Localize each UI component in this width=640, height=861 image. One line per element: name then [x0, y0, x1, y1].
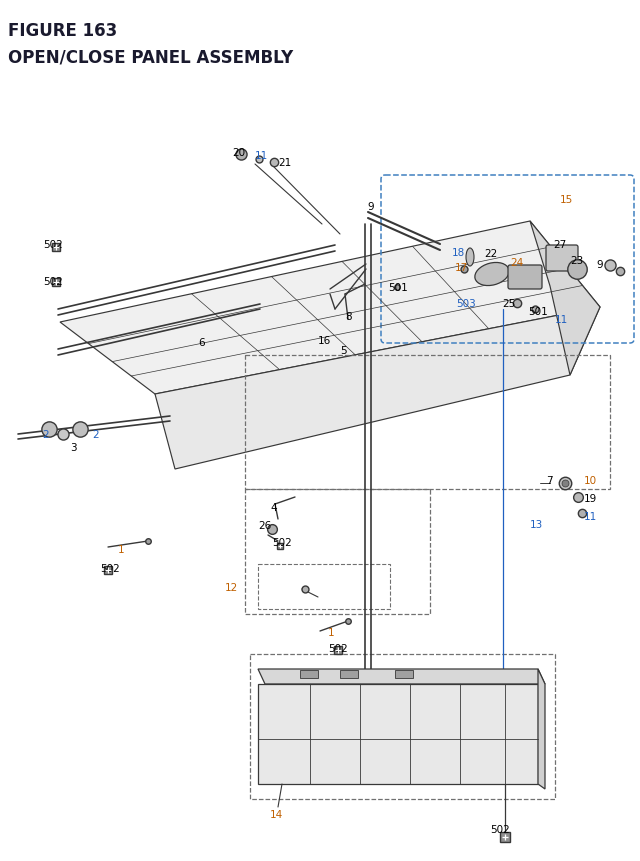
Bar — [395, 670, 413, 678]
FancyBboxPatch shape — [546, 245, 578, 272]
Text: 501: 501 — [528, 307, 548, 317]
Text: 502: 502 — [100, 563, 120, 573]
Text: 27: 27 — [553, 239, 566, 250]
Bar — [245, 356, 610, 489]
Text: 502: 502 — [328, 643, 348, 653]
Text: 20: 20 — [232, 148, 245, 158]
Text: 501: 501 — [388, 282, 408, 293]
Text: 1: 1 — [118, 544, 125, 554]
Text: 12: 12 — [225, 582, 238, 592]
Text: 503: 503 — [456, 299, 476, 308]
Text: 21: 21 — [278, 158, 291, 168]
Bar — [245, 489, 430, 614]
Bar — [300, 670, 318, 678]
Text: 11: 11 — [255, 151, 268, 161]
Text: 19: 19 — [584, 493, 597, 504]
Polygon shape — [60, 222, 600, 394]
Text: 26: 26 — [258, 520, 271, 530]
Text: 4: 4 — [270, 503, 276, 512]
Text: 502: 502 — [43, 239, 63, 250]
Text: 13: 13 — [530, 519, 543, 530]
Text: 8: 8 — [345, 312, 351, 322]
Text: 6: 6 — [198, 338, 205, 348]
FancyBboxPatch shape — [508, 266, 542, 289]
Text: 7: 7 — [546, 475, 552, 486]
Text: 502: 502 — [272, 537, 292, 548]
Text: 18: 18 — [452, 248, 465, 257]
Text: 25: 25 — [502, 299, 515, 308]
Text: 2: 2 — [92, 430, 99, 439]
Text: FIGURE 163: FIGURE 163 — [8, 22, 117, 40]
Polygon shape — [530, 222, 600, 375]
Text: 5: 5 — [340, 345, 347, 356]
Polygon shape — [155, 307, 600, 469]
Text: 23: 23 — [570, 256, 583, 266]
Text: 9: 9 — [367, 201, 374, 212]
Text: 22: 22 — [484, 249, 497, 258]
Text: 3: 3 — [70, 443, 77, 453]
Text: 15: 15 — [560, 195, 573, 205]
Text: 17: 17 — [455, 263, 468, 273]
Text: 1: 1 — [328, 628, 335, 637]
Ellipse shape — [466, 249, 474, 267]
Text: 11: 11 — [584, 511, 597, 522]
Text: 14: 14 — [270, 809, 284, 819]
Text: OPEN/CLOSE PANEL ASSEMBLY: OPEN/CLOSE PANEL ASSEMBLY — [8, 48, 293, 66]
Bar — [258, 564, 390, 610]
Polygon shape — [258, 669, 545, 684]
Text: 9: 9 — [596, 260, 603, 269]
Text: 10: 10 — [584, 475, 597, 486]
Text: 502: 502 — [490, 824, 509, 834]
Polygon shape — [258, 684, 538, 784]
Polygon shape — [538, 669, 545, 789]
Text: 16: 16 — [318, 336, 332, 345]
Ellipse shape — [475, 263, 509, 286]
Bar — [340, 670, 358, 678]
Text: 502: 502 — [43, 276, 63, 287]
Text: 2: 2 — [42, 430, 49, 439]
Text: 24: 24 — [510, 257, 524, 268]
Bar — [250, 654, 555, 799]
Text: 11: 11 — [555, 314, 568, 325]
